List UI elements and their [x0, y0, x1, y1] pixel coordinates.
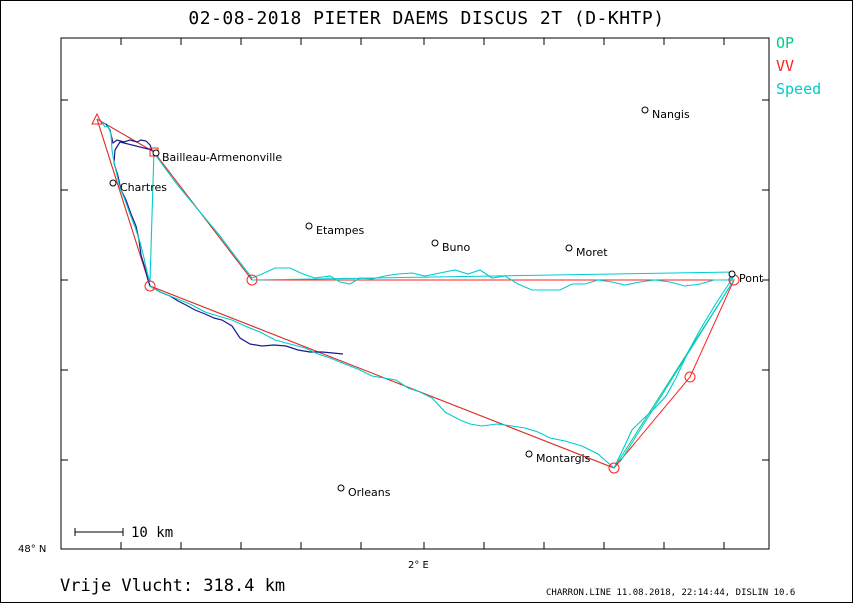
return-leg-speed [251, 271, 735, 281]
town-label-nangis: Nangis [652, 108, 690, 121]
plot-border [60, 37, 770, 550]
longitude-label: 2° E [408, 560, 429, 571]
left-ticks [61, 99, 68, 461]
legend-speed: Speed [776, 80, 822, 98]
town-label-moret: Moret [576, 246, 608, 259]
turnpoint-markers [91, 112, 740, 474]
latitude-label: 48° N [18, 544, 47, 555]
flight-title: 02-08-2018 PIETER DAEMS DISCUS 2T (D-KHT… [188, 8, 665, 29]
top-ticks [120, 38, 725, 45]
town-label-bailleau: Bailleau-Armenonville [162, 151, 283, 164]
scale-label: 10 km [131, 525, 174, 541]
town-label-pont: Pont [739, 272, 764, 285]
town-markers [109, 106, 736, 492]
town-label-orleans: Orleans [348, 486, 391, 499]
op-task-line [96, 118, 735, 469]
legend-op: OP [776, 34, 795, 52]
town-label-chartres: Chartres [120, 181, 168, 194]
vv-task-line [96, 118, 735, 469]
scale-bar [74, 528, 124, 536]
diagonal-leg-speed [619, 279, 735, 463]
flight-track-speed [101, 121, 735, 469]
legend-vv: VV [776, 57, 795, 75]
right-ticks [762, 99, 769, 461]
distance-summary: Vrije Vlucht: 318.4 km [60, 576, 286, 596]
credit-line: CHARRON.LINE 11.08.2018, 22:14:44, DISLI… [546, 588, 796, 598]
bottom-ticks [120, 542, 725, 549]
flight-track-dark [105, 123, 344, 355]
town-label-montargis: Montargis [536, 452, 591, 465]
town-label-etampes: Etampes [316, 224, 365, 237]
town-label-buno: Buno [442, 241, 471, 254]
